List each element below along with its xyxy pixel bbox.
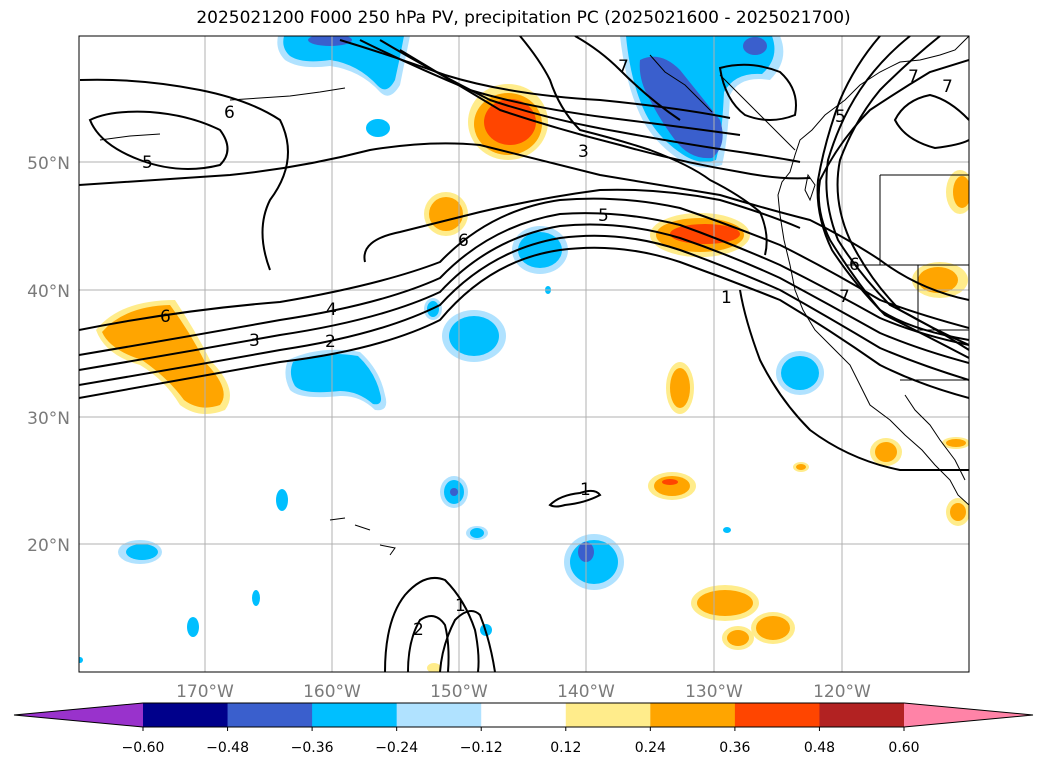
lat-label: 40°N [27,282,70,302]
contour-label: 3 [578,142,589,162]
negative-anomaly-8 [79,119,731,663]
positive-anomaly-7 [691,585,795,650]
contour-label: 6 [458,231,469,251]
colorbar-segment [819,703,905,727]
positive-anomaly-5 [666,362,694,414]
contour-label: 7 [839,287,850,307]
negative-anomaly-4 [285,349,387,411]
contour-label: 6 [849,255,860,275]
positive-anomaly-3 [424,192,468,236]
lon-label: 160°W [303,682,361,702]
colorbar-segment [734,703,820,727]
colorbar-segment [481,703,567,727]
colorbar-ticks: −0.60 −0.48 −0.36 −0.24 −0.12 0.12 0.24 0.36 0.4… [122,727,920,756]
precipitation-fill: 6 5 3 5 6 6 4 3 2 1 5 6 7 1 2 1 7 7 7 [79,36,969,672]
colorbar-segment [396,703,482,727]
contour-label: 5 [142,153,153,173]
negative-anomaly-6 [776,351,824,395]
colorbar-tick-label: 0.48 [804,740,835,756]
contour-label: 4 [326,300,337,320]
colorbar-tick-label: −0.24 [375,740,418,756]
lon-label: 130°W [685,682,743,702]
pv-contour-labels: 6 5 3 5 6 6 4 3 2 1 5 6 7 1 2 1 7 7 7 [142,57,953,640]
latitude-labels: 50°N 40°N 30°N 20°N [27,154,70,556]
contour-label: 7 [618,57,629,77]
colorbar-tick-label: 0.36 [719,740,750,756]
contour-label: 5 [835,107,846,127]
contour-label: 2 [413,620,424,640]
negative-anomaly-3 [512,226,568,274]
lon-label: 150°W [430,682,488,702]
colorbar-tick-label: 0.12 [550,740,581,756]
colorbar-segment [565,703,651,727]
colorbar-segment [143,703,229,727]
positive-anomaly-6 [648,472,696,500]
lat-label: 50°N [27,154,70,174]
contour-label: 7 [942,77,953,97]
contour-label: 1 [580,480,591,500]
contour-label: 7 [908,67,919,87]
map-title: 2025021200 F000 250 hPa PV, precipitatio… [196,8,851,28]
contour-label: 3 [249,331,260,351]
lon-label: 170°W [176,682,234,702]
colorbar-tick-label: −0.12 [460,740,503,756]
negative-anomaly-7 [564,534,624,590]
colorbar-segments [143,703,905,727]
positive-anomaly-2 [650,213,750,257]
colorbar-tick-label: 0.24 [635,740,666,756]
lon-label: 140°W [557,682,615,702]
contour-label: 1 [455,596,466,616]
map-frame [78,35,970,673]
contour-label: 6 [160,307,171,327]
colorbar: −0.60 −0.48 −0.36 −0.24 −0.12 0.12 0.24 0.36 0.4… [13,702,1034,756]
colorbar-segment [312,703,398,727]
lat-label: 30°N [27,409,70,429]
contour-label: 5 [598,206,609,226]
contour-label: 6 [224,103,235,123]
colorbar-tick-label: 0.60 [888,740,919,756]
pv-contours [79,36,969,672]
colorbar-lower-extension [14,703,143,727]
colorbar-segment [650,703,736,727]
negative-anomaly-5 [424,298,506,362]
longitude-labels: 170°W 160°W 150°W 140°W 130°W 120°W [176,682,871,702]
contour-label: 2 [325,332,336,352]
lat-label: 20°N [27,536,70,556]
contour-label: 1 [721,288,732,308]
colorbar-segment [227,703,313,727]
colorbar-tick-label: −0.48 [206,740,249,756]
colorbar-tick-label: −0.36 [291,740,334,756]
colorbar-upper-extension [904,703,1033,727]
lon-label: 120°W [813,682,871,702]
colorbar-tick-label: −0.60 [122,740,165,756]
